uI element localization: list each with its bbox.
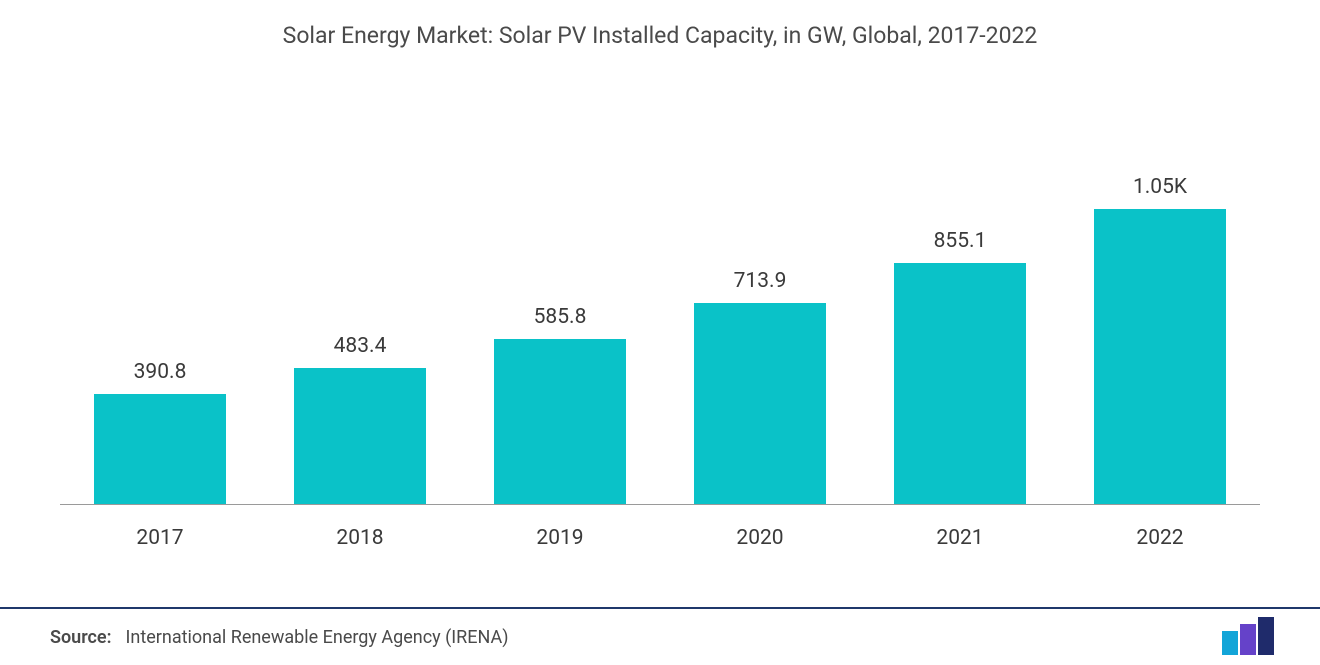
chart-container: Solar Energy Market: Solar PV Installed … xyxy=(0,0,1320,665)
x-axis-labels: 201720182019202020212022 xyxy=(60,526,1260,550)
source-text: International Renewable Energy Agency (I… xyxy=(126,627,509,648)
bar-group: 390.8 xyxy=(60,110,260,504)
x-axis-label: 2021 xyxy=(860,526,1060,550)
bar xyxy=(494,339,626,504)
brand-logo xyxy=(1222,617,1280,655)
source-footer: Source: International Renewable Energy A… xyxy=(0,607,1320,665)
bar xyxy=(94,394,226,504)
bar-group: 585.8 xyxy=(460,110,660,504)
bar xyxy=(294,368,426,504)
bar-value-label: 713.9 xyxy=(734,269,787,293)
bar-group: 483.4 xyxy=(260,110,460,504)
x-axis-label: 2018 xyxy=(260,526,460,550)
bar-group: 855.1 xyxy=(860,110,1060,504)
chart-title: Solar Energy Market: Solar PV Installed … xyxy=(0,22,1320,49)
x-axis-label: 2020 xyxy=(660,526,860,550)
x-axis-label: 2019 xyxy=(460,526,660,550)
plot-area: 390.8 483.4 585.8 713.9 855.1 1.05K xyxy=(60,110,1260,505)
bars-row: 390.8 483.4 585.8 713.9 855.1 1.05K xyxy=(60,110,1260,504)
bar xyxy=(694,303,826,504)
bar-value-label: 483.4 xyxy=(334,334,387,358)
source-label: Source: xyxy=(50,627,112,648)
bar xyxy=(894,263,1026,504)
bar xyxy=(1094,209,1226,505)
bar-value-label: 1.05K xyxy=(1133,175,1187,199)
bar-value-label: 855.1 xyxy=(934,229,987,253)
bar-value-label: 390.8 xyxy=(134,360,187,384)
bar-value-label: 585.8 xyxy=(534,305,587,329)
bar-group: 713.9 xyxy=(660,110,860,504)
x-axis-label: 2017 xyxy=(60,526,260,550)
bar-group: 1.05K xyxy=(1060,110,1260,504)
x-axis-label: 2022 xyxy=(1060,526,1260,550)
